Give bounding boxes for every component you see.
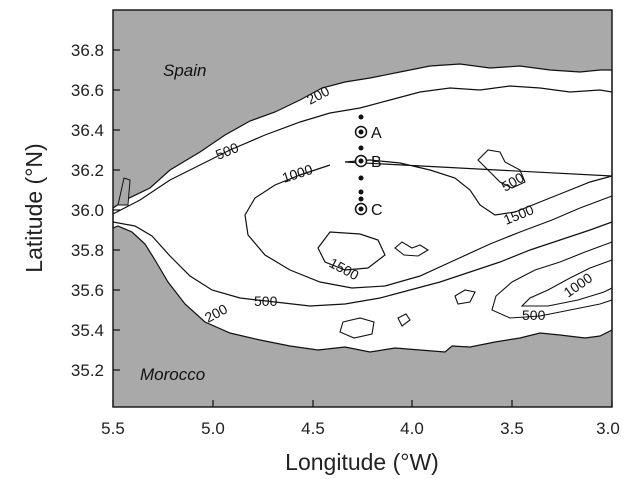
y-axis: [113, 49, 120, 371]
y-tick-label: 36.8: [71, 41, 104, 60]
x-tick-label: 4.5: [301, 419, 325, 438]
region-label-morocco: Morocco: [140, 365, 205, 384]
contour-se-2: [520, 259, 613, 307]
contour-se-1: [491, 241, 613, 319]
station-label-c: C: [371, 202, 383, 219]
contour-se-6: [339, 317, 375, 339]
station-c: C: [354, 202, 383, 219]
coastal-notch: [117, 177, 131, 206]
y-tick-label: 35.2: [71, 361, 104, 380]
contour-500-south: [112, 221, 613, 307]
x-axis-title: Longitude (°W): [285, 449, 439, 475]
station-a: A: [354, 125, 382, 142]
x-axis: [112, 400, 613, 407]
y-tick-label: 35.6: [71, 281, 104, 300]
x-tick-label: 3.5: [500, 419, 524, 438]
x-tick-label: 3.0: [596, 419, 620, 438]
contour-se-7: [397, 313, 411, 327]
y-tick-label: 36.0: [71, 201, 104, 220]
contour-label-500-southeast: 500: [522, 307, 546, 323]
y-tick-label: 35.4: [71, 321, 104, 340]
contour-500-north: [112, 85, 613, 215]
plot-frame: [112, 9, 613, 408]
y-tick-label: 35.8: [71, 241, 104, 260]
region-label-spain: Spain: [163, 61, 206, 80]
x-tick-label: 5.0: [201, 419, 225, 438]
contour-1500: [317, 231, 386, 271]
contour-se-4: [477, 149, 526, 189]
contour-se-5: [454, 289, 476, 305]
station-b: B: [354, 154, 382, 171]
y-axis-title: Latitude (°N): [21, 143, 47, 272]
y-tick-label: 36.4: [71, 121, 104, 140]
contour-label-500-south: 500: [254, 293, 278, 309]
contour-se-3: [394, 241, 430, 257]
x-tick-label: 4.0: [400, 419, 424, 438]
station-label-b: B: [371, 154, 382, 171]
x-tick-label: 5.5: [101, 419, 125, 438]
station-label-a: A: [371, 125, 382, 142]
y-tick-label: 36.2: [71, 161, 104, 180]
transect-dots: [358, 114, 364, 202]
contour-1000: [244, 159, 613, 289]
y-tick-label: 36.6: [71, 81, 104, 100]
